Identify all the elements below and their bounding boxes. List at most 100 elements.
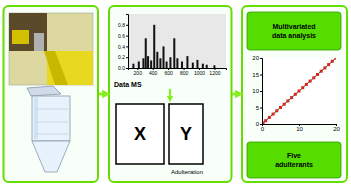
tube-highlight [34, 97, 38, 139]
tick-label: 400 [149, 70, 158, 76]
x-box [116, 104, 164, 164]
point [298, 90, 301, 93]
tick-mark [126, 46, 128, 47]
panel [4, 6, 99, 182]
point [294, 93, 297, 96]
tick-label: 0.8 [118, 22, 125, 28]
bar [156, 52, 158, 68]
bar [173, 38, 175, 68]
tick: 600 [164, 68, 173, 76]
tube-taper [32, 141, 70, 172]
tick: 0.2 [118, 54, 128, 60]
tube-line [34, 122, 68, 123]
tick: 10 [252, 88, 262, 94]
tick-label: 0 [261, 126, 265, 132]
point [309, 80, 312, 83]
tick-label: 0.6 [118, 33, 125, 39]
photo-panel [9, 13, 93, 85]
tick-mark [260, 75, 262, 76]
green-box [247, 12, 341, 50]
tick-label: 0 [256, 121, 260, 127]
tick: 0.0 [118, 65, 128, 71]
y-axis: 05101520 [252, 55, 262, 127]
tick: 0 [256, 121, 262, 127]
bar [181, 62, 183, 68]
point [268, 116, 271, 119]
axis-line [260, 59, 263, 125]
tick-label: 1000 [194, 70, 205, 76]
bar [147, 56, 149, 68]
box-label: Fiveadulterants [275, 152, 313, 167]
tick-mark [260, 58, 262, 59]
box-label: Multivariateddata analysis [272, 23, 316, 39]
tick-mark [260, 124, 262, 125]
x-axis: 200 400 600 800 1000 1200 [129, 68, 227, 76]
tick-label: 0.0 [118, 65, 125, 71]
y-axis: 0.0 0.2 0.4 0.6 0.8 [118, 15, 128, 72]
tube-cap [27, 86, 61, 96]
tube-line [34, 134, 68, 135]
point [331, 60, 334, 63]
matrix-label: X [134, 124, 146, 144]
tick-mark [126, 68, 128, 69]
y-box [169, 104, 203, 164]
arrow [232, 93, 239, 96]
panel3-texts: Multivariateddata analysis Fiveadulterant… [247, 12, 341, 178]
point [272, 113, 275, 116]
bar [138, 62, 140, 68]
tick-mark [260, 108, 262, 109]
tick-label: 10 [296, 126, 303, 132]
tick: 5 [256, 105, 262, 111]
tick-label: 5 [256, 105, 260, 111]
tick: 0.6 [118, 33, 128, 39]
tick: 10 [296, 124, 303, 132]
tick: 0.8 [118, 22, 128, 28]
bar [150, 60, 152, 68]
bar [162, 46, 164, 68]
tick-label: 0.2 [118, 54, 125, 60]
tick: 1000 [194, 68, 205, 76]
photo-nozzle [34, 33, 44, 51]
panel2-texts: Data MSXYAdulteration [114, 81, 203, 176]
plot-marks [132, 25, 215, 68]
plot-background [262, 58, 336, 124]
tick-label: 20 [333, 126, 340, 132]
tick-label: 1200 [209, 70, 220, 76]
photo [9, 13, 93, 85]
tick: 20 [252, 55, 262, 61]
tick: 1200 [209, 68, 220, 76]
arrow [99, 93, 106, 96]
bar [153, 25, 155, 68]
tick-label: 0.4 [118, 44, 125, 50]
figure: 200400600800100012000.00.20.40.60.8Data … [0, 0, 351, 189]
panel [242, 6, 347, 182]
panel-label: Data MS [114, 81, 142, 88]
arrow [169, 89, 171, 99]
tube [27, 86, 70, 172]
tick: 200 [134, 68, 143, 76]
tick: 0.4 [118, 44, 128, 50]
tick: 400 [149, 68, 158, 76]
green-box [247, 142, 341, 178]
point [283, 103, 286, 106]
line [262, 58, 336, 124]
tick-mark [260, 91, 262, 92]
bar [166, 62, 168, 68]
tick: 20 [333, 124, 340, 132]
x-axis: 0 10 20 [261, 124, 341, 132]
point [323, 66, 326, 69]
bar [132, 64, 134, 68]
point [335, 58, 337, 60]
point [264, 119, 267, 122]
bar [196, 60, 198, 68]
bar [169, 57, 171, 68]
bar [186, 56, 188, 68]
tick: 800 [180, 68, 189, 76]
tube-line [34, 109, 68, 110]
chart-scatter: 0102005101520 [252, 55, 340, 132]
bar [145, 38, 147, 68]
tick-label: 800 [180, 70, 189, 76]
point [327, 63, 330, 66]
plot-marks [262, 58, 336, 124]
point [286, 99, 289, 102]
